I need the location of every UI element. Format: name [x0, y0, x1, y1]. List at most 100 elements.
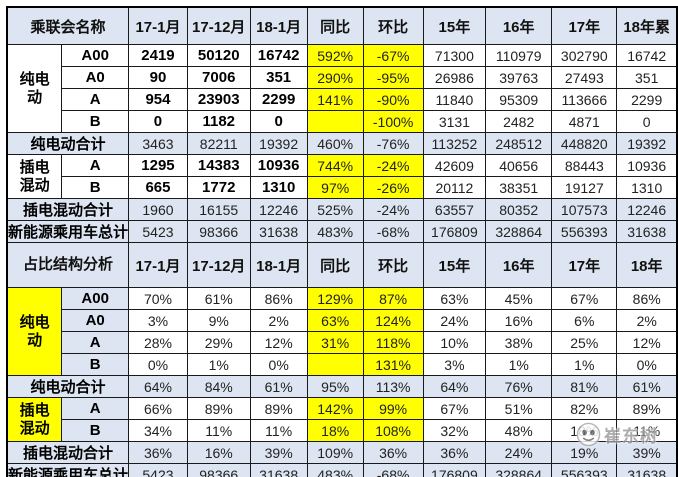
cell: 2299: [616, 88, 678, 111]
cell: 3131: [422, 110, 487, 133]
cell: 460%: [306, 132, 364, 155]
total-label: 纯电动合计: [6, 375, 130, 398]
table-row: B 665 1772 1310 97% -26% 20112 38351 191…: [7, 176, 678, 199]
cell: 64%: [128, 375, 188, 398]
sales-table: 乘联会名称 17-1月 17-12月 18-1月 同比 环比 15年 16年 1…: [6, 6, 678, 477]
cell: 556393: [551, 463, 618, 477]
cell: 16155: [186, 198, 251, 221]
cell: 1%: [186, 353, 251, 376]
cell: -24%: [362, 154, 424, 177]
row-label: B: [61, 110, 130, 133]
cell: 176809: [422, 220, 487, 243]
cell: 89%: [186, 397, 251, 420]
table-row: A 954 23903 2299 141% -90% 11840 95309 1…: [7, 88, 678, 111]
total-row: 纯电动合计 3463 82211 19392 460% -76% 113252 …: [6, 132, 678, 155]
cell: -68%: [362, 463, 424, 477]
cell: -90%: [362, 88, 424, 111]
cell: 95%: [306, 375, 364, 398]
cell: 61%: [249, 375, 308, 398]
cell: 0: [249, 110, 308, 133]
cell: 110979: [485, 44, 553, 67]
column-header: 16年: [485, 242, 553, 288]
cell: 34%: [128, 419, 188, 442]
cell: 31638: [249, 220, 308, 243]
row-label: A00: [61, 287, 130, 310]
cell: 4871: [551, 110, 618, 133]
cell: 25%: [551, 331, 618, 354]
cell: 31638: [616, 463, 678, 477]
cell: 76%: [485, 375, 553, 398]
cell: 3%: [128, 309, 188, 332]
cell: 50120: [186, 44, 251, 67]
cell: 1182: [186, 110, 251, 133]
cell: 27493: [551, 66, 618, 89]
cell: 38351: [485, 176, 553, 199]
cell: 28%: [128, 331, 188, 354]
total-label: 插电混动合计: [6, 441, 130, 464]
column-header: 17-12月: [186, 6, 251, 45]
cell: 592%: [306, 44, 364, 67]
cell: 18%: [306, 419, 364, 442]
cell: 11%: [186, 419, 251, 442]
cell: 744%: [306, 154, 364, 177]
row-label: A0: [61, 66, 130, 89]
cell: 86%: [249, 287, 308, 310]
table-row: 插电混动 A 1295 14383 10936 744% -24% 42609 …: [6, 154, 678, 199]
group-label: 插电混动: [6, 397, 63, 442]
cell: 89%: [249, 397, 308, 420]
cell: 39%: [616, 441, 678, 464]
table-row: B 0% 1% 0% 131% 3% 1% 1% 0%: [7, 353, 678, 376]
cell: 82%: [551, 397, 618, 420]
cell: 48%: [485, 419, 553, 442]
total-label: 新能源乘用车总计: [6, 463, 130, 477]
total-label: 插电混动合计: [6, 198, 130, 221]
cell: 141%: [306, 88, 364, 111]
cell: 290%: [306, 66, 364, 89]
cell: 36%: [362, 441, 424, 464]
cell: 26986: [422, 66, 487, 89]
cell: 1%: [551, 353, 618, 376]
row-label: A: [61, 397, 130, 420]
cell: 39%: [249, 441, 308, 464]
total-label: 纯电动合计: [6, 132, 130, 155]
cell: 556393: [551, 220, 618, 243]
column-header: 18-1月: [249, 242, 308, 288]
cell: 11840: [422, 88, 487, 111]
table2-header-row: 占比结构分析 17-1月 17-12月 18-1月 同比 环比 15年 16年 …: [6, 242, 678, 288]
column-header: 16年: [485, 6, 553, 45]
cell: 36%: [422, 441, 487, 464]
cell: 39763: [485, 66, 553, 89]
cell: 88443: [551, 154, 618, 177]
cell: 36%: [128, 441, 188, 464]
table-row: A0 3% 9% 2% 63% 124% 24% 16% 6% 2%: [7, 309, 678, 332]
cell: 483%: [306, 463, 364, 477]
cell: 3%: [422, 353, 487, 376]
cell: -95%: [362, 66, 424, 89]
column-header: 18-1月: [249, 6, 308, 45]
cell: 14383: [186, 154, 251, 177]
cell: 1960: [128, 198, 188, 221]
cell: 63%: [306, 309, 364, 332]
table-corner-header: 乘联会名称: [6, 6, 130, 45]
cell: 20112: [422, 176, 487, 199]
cell: 24%: [485, 441, 553, 464]
cell: 525%: [306, 198, 364, 221]
cell: 1295: [128, 154, 188, 177]
cell: 131%: [362, 353, 424, 376]
cell: 19127: [551, 176, 618, 199]
cell: 109%: [306, 441, 364, 464]
row-label: A: [61, 154, 130, 177]
cell: 1772: [186, 176, 251, 199]
table-row: A0 90 7006 351 290% -95% 26986 39763 274…: [7, 66, 678, 89]
cell: [306, 110, 364, 133]
row-label: A00: [61, 44, 130, 67]
cell: 0%: [249, 353, 308, 376]
cell: 71300: [422, 44, 487, 67]
table-row: 纯电动 A00 70% 61% 86% 129% 87% 63% 45% 67%…: [6, 287, 678, 376]
cell: 113252: [422, 132, 487, 155]
cell: 0%: [616, 353, 678, 376]
cell: -26%: [362, 176, 424, 199]
cell: 12246: [616, 198, 678, 221]
table-row: B 0 1182 0 -100% 3131 2482 4871 0: [7, 110, 678, 133]
column-header: 环比: [362, 6, 424, 45]
